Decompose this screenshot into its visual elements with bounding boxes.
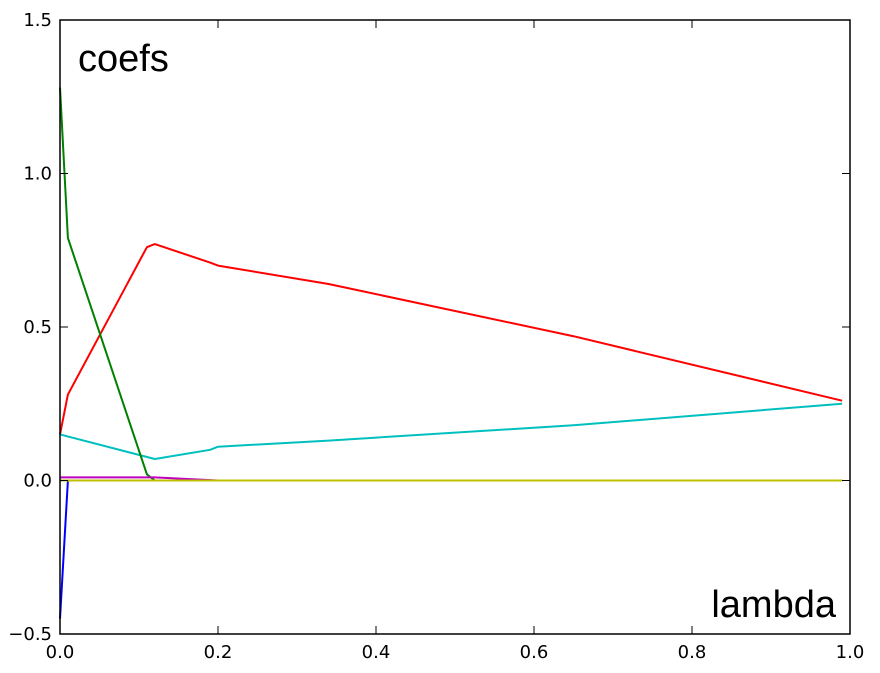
y-tick-label: 1.0 [23, 164, 52, 185]
x-tick-label: 0.2 [204, 642, 233, 663]
series-line-2 [59, 402, 843, 461]
x-tick-label: 0.0 [46, 642, 75, 663]
y-tick-label: 0.5 [23, 317, 52, 338]
tick-layer: 0.0 0.2 0.4 0.6 0.8 1.0−0.50.00.51.01.5 [8, 10, 864, 663]
y-tick-label: 0.0 [23, 471, 52, 492]
y-tick-label: −0.5 [8, 624, 52, 645]
series-layer [59, 87, 843, 619]
y-tick-label: 1.5 [23, 10, 52, 31]
x-tick-label: 0.6 [520, 642, 549, 663]
x-axis-label: lambda [711, 584, 836, 626]
x-tick-label: 0.8 [678, 642, 707, 663]
x-tick-label: 0.4 [362, 642, 391, 663]
y-axis-label: coefs [78, 38, 169, 80]
series-line-1 [59, 243, 843, 435]
series-line-3 [59, 87, 843, 482]
x-tick-label: 1.0 [836, 642, 865, 663]
plot-frame [59, 19, 851, 635]
